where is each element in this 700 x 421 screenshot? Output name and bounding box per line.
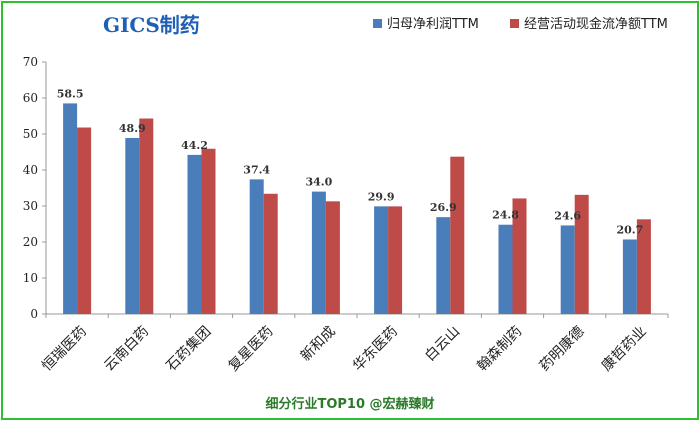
y-tick-label: 20 (23, 235, 38, 249)
bar-operating-cashflow (201, 148, 216, 314)
bar-net-profit (560, 225, 575, 314)
data-label: 58.5 (57, 87, 84, 100)
data-label: 24.6 (554, 209, 581, 222)
data-label: 29.9 (368, 190, 395, 203)
chart-footer: 细分行业TOP10 @宏赫臻财 (265, 396, 434, 412)
y-tick-label: 60 (23, 91, 38, 105)
bar-operating-cashflow (139, 118, 154, 315)
category-label: 白云山 (422, 324, 463, 365)
bar-operating-cashflow (325, 201, 340, 314)
bar-net-profit (125, 137, 140, 314)
bar-operating-cashflow (263, 193, 278, 314)
bar-operating-cashflow (388, 206, 403, 314)
data-label: 20.7 (617, 223, 644, 236)
bar-operating-cashflow (450, 156, 465, 314)
y-tick-label: 70 (23, 55, 38, 69)
y-tick-label: 0 (30, 307, 38, 321)
chart-title: GICS制药 (103, 13, 200, 37)
bar-net-profit (374, 206, 389, 314)
y-tick-label: 40 (23, 163, 38, 177)
y-tick-label: 50 (23, 127, 38, 141)
bar-operating-cashflow (574, 194, 589, 314)
category-label: 康哲药业 (598, 323, 650, 375)
category-label: 新和成 (298, 324, 339, 365)
legend-swatch-1 (510, 19, 519, 28)
category-label: 华东医药 (350, 324, 401, 375)
category-label: 药明康德 (536, 323, 588, 375)
bar-operating-cashflow (77, 127, 92, 315)
y-tick-label: 10 (23, 271, 38, 285)
bar-net-profit (187, 154, 202, 314)
bar-net-profit (498, 224, 513, 314)
bar-operating-cashflow (636, 219, 651, 314)
category-label: 云南白药 (101, 324, 152, 375)
legend-label-1: 经营活动现金流净额TTM (524, 16, 668, 32)
data-label: 26.9 (430, 201, 457, 214)
legend: 归母净利润TTM 经营活动现金流净额TTM (373, 16, 668, 32)
data-label: 34.0 (306, 176, 333, 189)
y-tick-label: 30 (23, 199, 38, 213)
bar-net-profit (311, 191, 326, 314)
category-label: 翰森制药 (474, 324, 525, 375)
bars (63, 103, 651, 315)
data-label: 37.4 (243, 163, 270, 176)
data-label: 24.8 (492, 209, 519, 222)
bar-operating-cashflow (512, 198, 527, 314)
bar-net-profit (63, 103, 78, 315)
data-label: 48.9 (119, 122, 146, 135)
category-label: 恒瑞医药 (39, 324, 90, 375)
bar-net-profit (249, 179, 264, 314)
category-label: 复星医药 (225, 323, 277, 375)
legend-label-0: 归母净利润TTM (387, 17, 479, 32)
data-label: 44.2 (181, 139, 208, 152)
bar-net-profit (436, 217, 451, 314)
legend-swatch-0 (373, 19, 382, 28)
category-label: 石药集团 (163, 323, 215, 375)
bar-net-profit (622, 239, 637, 314)
